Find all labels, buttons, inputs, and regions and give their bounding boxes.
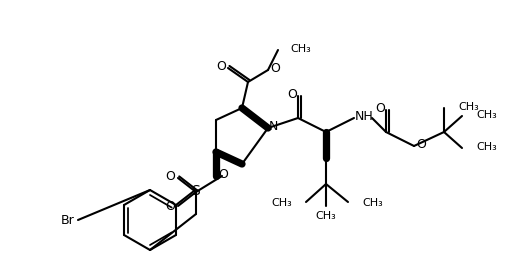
Text: CH₃: CH₃	[315, 211, 336, 221]
Text: N: N	[268, 121, 278, 134]
Text: NH: NH	[355, 111, 373, 123]
Text: O: O	[165, 200, 175, 214]
Text: O: O	[287, 89, 297, 101]
Text: O: O	[165, 171, 175, 183]
Text: O: O	[375, 102, 385, 116]
Text: O: O	[416, 139, 426, 151]
Text: O: O	[216, 61, 226, 74]
Text: CH₃: CH₃	[476, 110, 497, 120]
Text: CH₃: CH₃	[458, 102, 479, 112]
Text: CH₃: CH₃	[290, 44, 311, 54]
Text: CH₃: CH₃	[476, 142, 497, 152]
Text: O: O	[218, 168, 228, 182]
Text: S: S	[191, 184, 199, 198]
Text: CH₃: CH₃	[271, 198, 292, 208]
Text: CH₃: CH₃	[362, 198, 383, 208]
Text: Br: Br	[61, 214, 75, 227]
Text: O: O	[270, 63, 280, 75]
